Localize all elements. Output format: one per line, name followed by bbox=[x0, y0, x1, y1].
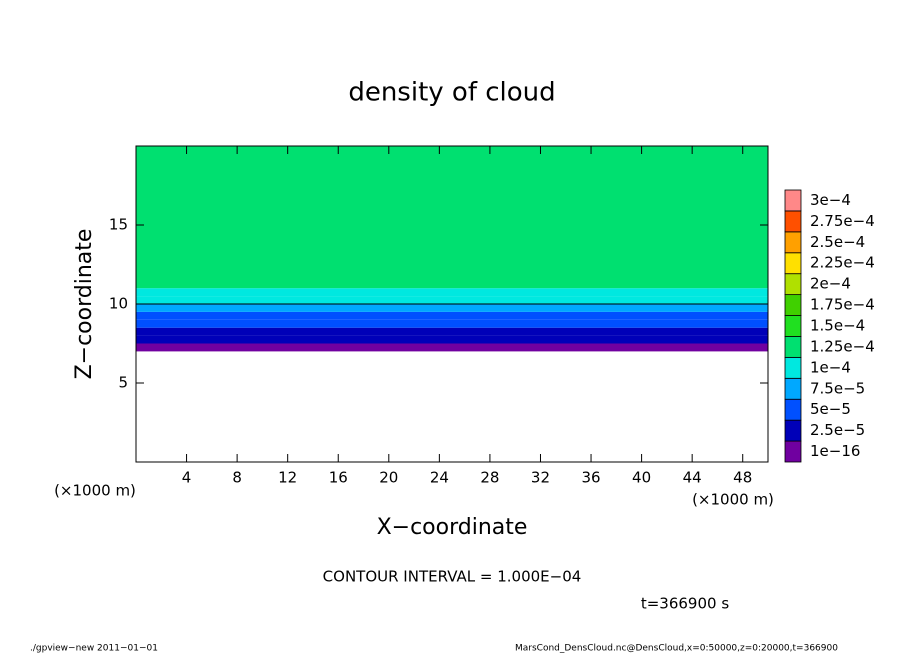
x-tick-label: 36 bbox=[581, 469, 600, 487]
x-tick-label: 12 bbox=[278, 469, 297, 487]
field-band bbox=[136, 327, 768, 336]
x-tick-label: 16 bbox=[329, 469, 348, 487]
x-tick-label: 28 bbox=[480, 469, 499, 487]
field-band bbox=[136, 304, 768, 312]
colorbar-box bbox=[784, 440, 802, 463]
colorbar-label: 5e−5 bbox=[810, 400, 851, 418]
colorbar-box bbox=[784, 419, 802, 442]
x-tick-label: 20 bbox=[379, 469, 398, 487]
colorbar-label: 1.25e−4 bbox=[810, 337, 875, 355]
colorbar-label: 3e−4 bbox=[810, 191, 851, 209]
colorbar-label: 1.5e−4 bbox=[810, 317, 865, 335]
x-tick-label: 44 bbox=[683, 469, 702, 487]
y-tick-label: 10 bbox=[109, 295, 128, 313]
colorbar-label: 1.75e−4 bbox=[810, 296, 875, 314]
field-band bbox=[136, 146, 768, 289]
y-axis-label: Z−coordinate bbox=[72, 229, 97, 380]
footer: ./gpview−new 2011−01−01 bbox=[30, 644, 158, 654]
x-tick-label: 48 bbox=[733, 469, 752, 487]
y-tick-label: 15 bbox=[109, 216, 128, 234]
colorbar-box bbox=[784, 273, 802, 296]
contour-interval: CONTOUR INTERVAL = 1.000E−04 bbox=[323, 568, 582, 586]
x-tick-label: 4 bbox=[182, 469, 192, 487]
x-tick-label: 40 bbox=[632, 469, 651, 487]
colorbar-box bbox=[784, 210, 802, 233]
field-band bbox=[136, 335, 768, 344]
y-tick-label: 5 bbox=[118, 374, 128, 392]
colorbar-box bbox=[784, 356, 802, 379]
colorbar-label: 7.5e−5 bbox=[810, 379, 865, 397]
colorbar-label: 1e−4 bbox=[810, 358, 851, 376]
colorbar-label: 2.5e−4 bbox=[810, 233, 865, 251]
colorbar-label: 1e−16 bbox=[810, 442, 860, 460]
colorbar-box bbox=[784, 231, 802, 254]
time-label: t=366900 s bbox=[641, 595, 729, 613]
x-tick-label: 8 bbox=[232, 469, 242, 487]
x-tick-label: 32 bbox=[531, 469, 550, 487]
colorbar-box bbox=[784, 294, 802, 316]
colorbar-box bbox=[784, 315, 802, 337]
x-unit: (×1000 m) bbox=[54, 482, 136, 500]
colorbar-box bbox=[784, 189, 802, 212]
colorbar-label: 2e−4 bbox=[810, 275, 851, 293]
colorbar-box bbox=[784, 398, 802, 421]
x-unit: (×1000 m) bbox=[692, 491, 774, 509]
field-band bbox=[136, 311, 768, 320]
x-tick-label: 24 bbox=[430, 469, 449, 487]
colorbar-box bbox=[784, 336, 802, 358]
colorbar-box bbox=[784, 377, 802, 400]
chart-title: density of cloud bbox=[348, 78, 555, 108]
field-band bbox=[136, 296, 768, 304]
colorbar-label: 2.5e−5 bbox=[810, 421, 865, 439]
field-band bbox=[136, 319, 768, 328]
footer: MarsCond_DensCloud.nc@DensCloud,x=0:5000… bbox=[515, 644, 838, 654]
field-band bbox=[136, 343, 768, 352]
field-band bbox=[136, 288, 768, 297]
colorbar-box bbox=[784, 252, 802, 275]
colorbar-label: 2.75e−4 bbox=[810, 212, 875, 230]
x-axis-label: X−coordinate bbox=[377, 515, 528, 540]
colorbar-label: 2.25e−4 bbox=[810, 254, 875, 272]
